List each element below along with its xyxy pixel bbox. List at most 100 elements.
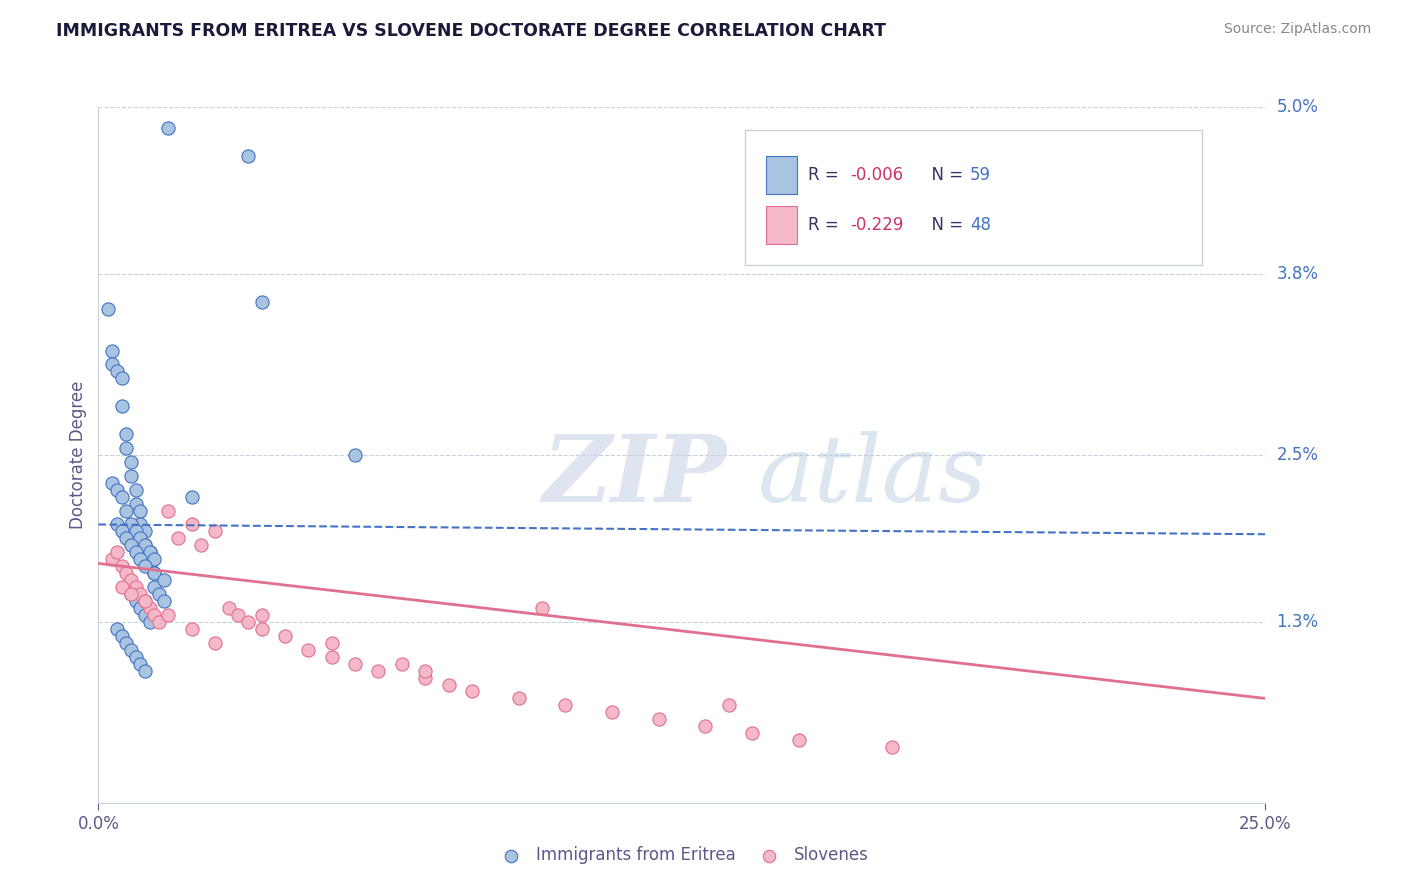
Point <box>413 664 436 678</box>
Point <box>125 594 148 608</box>
Point <box>367 664 389 678</box>
Point <box>120 468 142 483</box>
Point <box>152 594 174 608</box>
Point <box>344 448 367 462</box>
Point <box>180 622 202 636</box>
Point <box>143 566 166 581</box>
Point <box>152 573 174 587</box>
Point <box>129 532 152 546</box>
Point <box>344 657 367 671</box>
Point <box>101 475 124 490</box>
Point <box>129 503 152 517</box>
Point <box>105 483 128 497</box>
Point <box>321 636 343 650</box>
Point <box>297 642 319 657</box>
Point <box>600 706 623 720</box>
Text: 48: 48 <box>970 216 991 234</box>
Point <box>321 649 343 664</box>
Point <box>120 538 142 552</box>
Text: N =: N = <box>921 216 967 234</box>
Point <box>508 691 530 706</box>
Point <box>120 455 142 469</box>
Point <box>148 587 170 601</box>
Point <box>250 607 273 622</box>
Point <box>530 601 553 615</box>
Text: Source: ZipAtlas.com: Source: ZipAtlas.com <box>1223 22 1371 37</box>
Point <box>139 615 162 629</box>
Point <box>115 580 138 594</box>
Point <box>880 740 903 755</box>
Text: -0.006: -0.006 <box>851 166 904 184</box>
Point <box>741 726 763 740</box>
Point <box>105 517 128 532</box>
Point <box>134 607 156 622</box>
Point <box>717 698 740 713</box>
Point <box>139 545 162 559</box>
Point <box>105 622 128 636</box>
Point <box>129 657 152 671</box>
Text: N =: N = <box>921 166 967 184</box>
Point <box>787 733 810 747</box>
Point <box>139 559 162 574</box>
Point <box>180 517 202 532</box>
Text: -0.229: -0.229 <box>851 216 904 234</box>
Point <box>695 719 717 733</box>
Point <box>125 545 148 559</box>
Point <box>134 538 156 552</box>
Text: atlas: atlas <box>758 431 987 521</box>
Text: IMMIGRANTS FROM ERITREA VS SLOVENE DOCTORATE DEGREE CORRELATION CHART: IMMIGRANTS FROM ERITREA VS SLOVENE DOCTO… <box>56 22 886 40</box>
Point <box>461 684 484 698</box>
Text: 59: 59 <box>970 166 991 184</box>
Point <box>274 629 297 643</box>
Text: R =: R = <box>808 216 844 234</box>
Point <box>125 497 148 511</box>
Point <box>111 524 134 539</box>
Point <box>125 483 148 497</box>
Point <box>391 657 413 671</box>
Point <box>111 629 134 643</box>
Point <box>166 532 188 546</box>
Point <box>134 664 156 678</box>
Point <box>143 566 166 581</box>
Point <box>148 615 170 629</box>
Point <box>115 503 138 517</box>
Point <box>105 545 128 559</box>
Point <box>143 580 166 594</box>
Legend: Immigrants from Eritrea, Slovenes: Immigrants from Eritrea, Slovenes <box>488 839 876 871</box>
Point <box>111 371 134 385</box>
Point <box>115 427 138 442</box>
Point <box>157 120 180 135</box>
Point <box>134 538 156 552</box>
Text: 5.0%: 5.0% <box>1277 98 1319 116</box>
Point <box>97 301 120 316</box>
Point <box>101 343 124 358</box>
Text: 3.8%: 3.8% <box>1277 265 1319 283</box>
Point <box>139 545 162 559</box>
Point <box>129 587 152 601</box>
Point <box>101 552 124 566</box>
Point <box>111 580 134 594</box>
Point <box>236 149 259 163</box>
Point <box>228 607 250 622</box>
Point <box>115 636 138 650</box>
Point <box>115 566 138 581</box>
Point <box>134 524 156 539</box>
Point <box>134 559 156 574</box>
Point <box>120 587 142 601</box>
Point <box>437 677 460 691</box>
Point <box>157 607 180 622</box>
Point <box>139 601 162 615</box>
Point <box>101 358 124 372</box>
Point <box>190 538 212 552</box>
Point <box>120 573 142 587</box>
Point <box>250 622 273 636</box>
Y-axis label: Doctorate Degree: Doctorate Degree <box>69 381 87 529</box>
Point <box>115 441 138 455</box>
Point <box>129 552 152 566</box>
Point <box>105 364 128 378</box>
Point <box>554 698 576 713</box>
Point <box>111 559 134 574</box>
Point <box>129 601 152 615</box>
Point <box>134 594 156 608</box>
Point <box>250 294 273 309</box>
